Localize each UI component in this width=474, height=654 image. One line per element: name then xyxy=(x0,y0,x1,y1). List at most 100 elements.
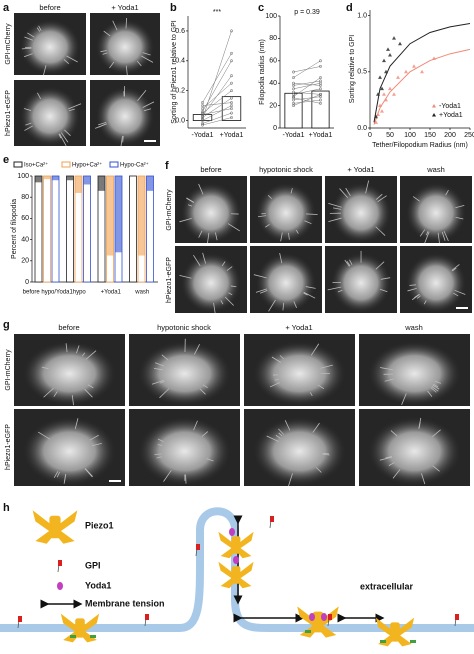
point xyxy=(376,112,380,117)
filopodium xyxy=(136,60,142,67)
filopodium xyxy=(102,52,108,55)
filopodium xyxy=(375,226,386,236)
bar-segment xyxy=(98,176,105,191)
paired-line xyxy=(293,80,321,86)
paired-line xyxy=(202,60,232,112)
y-tick-label: 0.4 xyxy=(175,58,185,65)
filopodium xyxy=(95,123,107,129)
filopodium xyxy=(317,384,325,390)
point xyxy=(292,87,295,91)
cell-image xyxy=(330,252,392,313)
legend-label: +Yoda1 xyxy=(439,112,463,119)
cell-image xyxy=(180,182,242,244)
filopodium xyxy=(392,469,401,479)
filopodium xyxy=(186,197,195,203)
filopodium xyxy=(379,456,393,461)
bar-outline xyxy=(43,175,51,283)
filopodium xyxy=(151,379,165,385)
filopodium xyxy=(427,390,433,397)
filopodium xyxy=(74,418,79,430)
point xyxy=(384,97,388,102)
y-tick-label: 0 xyxy=(25,279,29,286)
filopodium xyxy=(59,133,67,147)
yoda1-icon xyxy=(321,613,327,621)
cell-image xyxy=(405,252,467,313)
piezo1-blade xyxy=(63,630,97,643)
gpi-icon xyxy=(196,544,200,550)
cell-image xyxy=(330,182,392,244)
filopodium xyxy=(202,252,206,264)
filopodium xyxy=(279,252,283,264)
bar-outline xyxy=(51,175,60,283)
filopodium xyxy=(445,189,449,196)
filopodium xyxy=(337,289,343,293)
filopodium xyxy=(375,261,385,270)
panel-label: c xyxy=(258,2,264,14)
row-label: hPiezo1-eGFP xyxy=(5,424,12,470)
column-title: hypotonic shock xyxy=(259,165,313,174)
filopodium xyxy=(27,32,35,38)
bar-segment xyxy=(52,176,59,181)
cell-image xyxy=(137,416,232,486)
point xyxy=(319,83,322,87)
paired-line xyxy=(293,91,321,95)
y-tick-label: 20 xyxy=(21,258,29,265)
y-tick-label: 1.0 xyxy=(357,12,367,19)
yoda1-icon xyxy=(57,582,63,590)
filopodium xyxy=(193,420,198,431)
point xyxy=(230,101,233,105)
point xyxy=(386,47,390,51)
filopodium xyxy=(305,286,316,289)
bar-segment xyxy=(106,176,114,256)
filopodium xyxy=(303,291,316,299)
paired-line xyxy=(202,53,232,103)
piezo1-tag xyxy=(410,640,416,643)
paired-line xyxy=(293,96,321,101)
point xyxy=(319,87,322,91)
cell-image xyxy=(95,86,155,146)
filopodium xyxy=(157,438,164,442)
filopodium xyxy=(412,196,420,202)
filopodium xyxy=(453,292,459,297)
filopodium xyxy=(87,384,94,389)
yoda1-icon xyxy=(229,528,235,536)
cell-image xyxy=(255,182,317,244)
piezo1-blade xyxy=(35,529,75,544)
membrane xyxy=(0,507,474,632)
filopodium xyxy=(271,356,282,363)
y-axis-label: Sorting relative to GPI xyxy=(349,35,356,104)
filopodium xyxy=(278,428,284,435)
point xyxy=(230,107,233,111)
legend-marker xyxy=(432,113,436,117)
cell-image xyxy=(137,341,232,406)
filopodium xyxy=(339,188,348,199)
point xyxy=(319,79,322,83)
point xyxy=(201,107,204,111)
filopodium xyxy=(432,429,441,437)
filopodium xyxy=(112,20,118,31)
point xyxy=(230,111,233,115)
filopodium xyxy=(159,381,165,384)
filopodium xyxy=(161,354,169,361)
filopodium xyxy=(63,474,67,484)
point xyxy=(378,75,382,79)
point xyxy=(201,113,204,117)
paired-line xyxy=(202,117,232,126)
column-title: + Yoda1 xyxy=(111,3,138,12)
gpi-icon xyxy=(270,516,274,522)
filopodium xyxy=(455,216,464,220)
point xyxy=(382,58,386,63)
filopodium xyxy=(401,393,407,405)
legend-label: Iso+Ca²⁺ xyxy=(24,162,48,169)
legend-label: Membrane tension xyxy=(85,598,165,608)
filopodium xyxy=(125,65,128,76)
row-label: hPiezo1-eGFP xyxy=(5,90,12,136)
point xyxy=(432,56,436,60)
filopodium xyxy=(304,220,312,225)
filopodium xyxy=(312,422,320,433)
legend-swatch xyxy=(61,161,71,168)
paired-line xyxy=(293,77,321,97)
filopodium xyxy=(187,204,193,207)
filopodium xyxy=(379,288,388,293)
column-title: wash xyxy=(404,323,423,332)
